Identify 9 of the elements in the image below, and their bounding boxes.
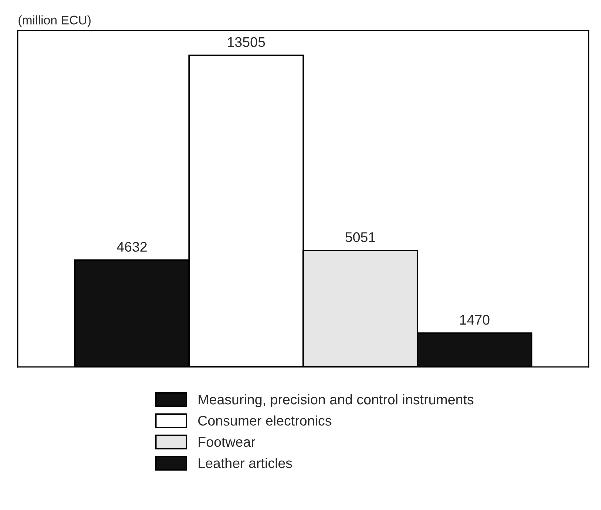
data-label: 4632 [117, 242, 147, 252]
data-label: 13505 [228, 37, 266, 48]
legend-label: Leather articles [198, 458, 292, 468]
data-label: 1470 [460, 315, 490, 325]
legend-label: Footwear [198, 437, 256, 448]
legend-label: Measuring, precision and control instruments [198, 394, 474, 408]
y-axis-title: (million ECU) [18, 16, 91, 28]
legend-label: Consumer electronics [198, 416, 332, 426]
data-label: 5051 [346, 232, 376, 242]
